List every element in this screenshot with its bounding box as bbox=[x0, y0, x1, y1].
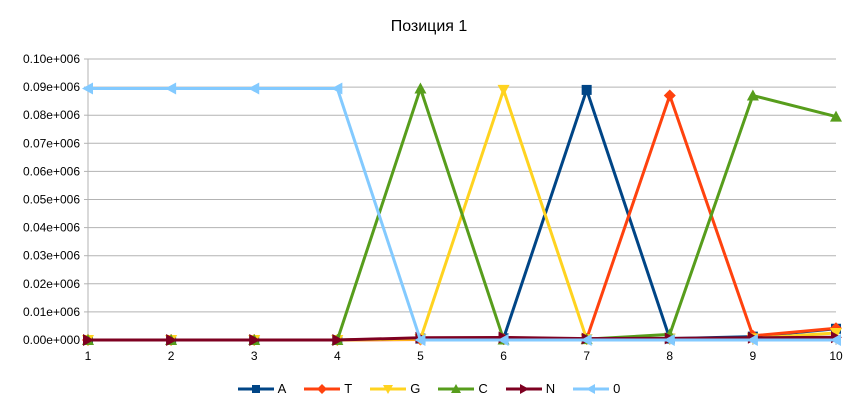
legend-label: G bbox=[410, 381, 421, 396]
data-point bbox=[830, 327, 842, 339]
data-point bbox=[451, 383, 462, 393]
legend-item: A bbox=[237, 381, 287, 396]
x-tick-label: 7 bbox=[583, 349, 590, 363]
data-point bbox=[830, 334, 841, 346]
data-point bbox=[383, 384, 394, 394]
legend: A T G C N 0 bbox=[0, 381, 858, 396]
x-tick-label: 9 bbox=[750, 349, 757, 363]
legend-swatch bbox=[370, 384, 407, 394]
x-tick-label: 6 bbox=[500, 349, 507, 363]
gridlines bbox=[88, 58, 836, 341]
y-tick-labels: 0.00e+000 0.01e+006 0.02e+006 0.03e+006 0.04… bbox=[23, 52, 80, 347]
y-tick-label: 0.00e+000 bbox=[23, 333, 80, 347]
legend-label: T bbox=[344, 381, 353, 396]
y-tick-label: 0.02e+006 bbox=[23, 277, 80, 291]
data-point bbox=[82, 82, 93, 95]
data-point bbox=[414, 334, 426, 346]
data-point bbox=[332, 334, 344, 346]
legend-swatch bbox=[505, 383, 542, 394]
legend-item: T bbox=[304, 381, 352, 396]
legend-item: G bbox=[370, 381, 420, 396]
series-0 bbox=[82, 82, 841, 346]
data-point bbox=[830, 110, 842, 122]
legend-item: 0 bbox=[573, 381, 620, 396]
series-line bbox=[88, 87, 837, 342]
data-point bbox=[166, 334, 178, 346]
series-lines bbox=[82, 82, 842, 346]
y-tick-label: 0.07e+006 bbox=[23, 136, 80, 150]
y-tick-label: 0.05e+006 bbox=[23, 193, 80, 207]
y-tick-label: 0.01e+006 bbox=[23, 305, 80, 319]
x-tick-label: 5 bbox=[417, 349, 424, 363]
y-tick-label: 0.10e+006 bbox=[23, 52, 80, 66]
legend-label: 0 bbox=[613, 381, 621, 396]
legend-swatch bbox=[304, 383, 341, 394]
axes bbox=[84, 58, 837, 345]
x-tick-label: 2 bbox=[168, 349, 175, 363]
legend-label: C bbox=[478, 381, 488, 396]
data-point bbox=[746, 334, 758, 346]
x-tick-label: 8 bbox=[666, 349, 673, 363]
legend-swatch bbox=[438, 383, 475, 393]
data-point bbox=[581, 84, 592, 95]
y-tick-label: 0.04e+006 bbox=[23, 221, 80, 235]
y-tick-label: 0.09e+006 bbox=[23, 80, 80, 94]
data-point bbox=[497, 84, 510, 96]
data-point bbox=[331, 82, 343, 95]
y-tick-label: 0.06e+006 bbox=[23, 164, 80, 178]
legend-swatch bbox=[573, 383, 610, 394]
data-point bbox=[746, 89, 759, 101]
data-point bbox=[586, 383, 596, 394]
data-point bbox=[249, 334, 261, 346]
legend-item: N bbox=[505, 381, 556, 396]
chart-title: Позиция 1 bbox=[390, 18, 468, 35]
y-tick-label: 0.08e+006 bbox=[23, 108, 80, 122]
data-point bbox=[497, 334, 509, 346]
legend-item: C bbox=[438, 381, 488, 396]
x-tick-label: 10 bbox=[829, 349, 843, 363]
legend-swatch bbox=[237, 384, 274, 393]
data-point bbox=[414, 82, 427, 94]
data-point bbox=[663, 334, 675, 346]
series-C bbox=[82, 82, 842, 345]
legend-label: A bbox=[277, 381, 287, 396]
data-point bbox=[663, 89, 676, 102]
data-point bbox=[248, 82, 260, 95]
legend-label: N bbox=[545, 381, 556, 396]
data-point bbox=[251, 384, 260, 393]
x-tick-label: 1 bbox=[85, 349, 92, 363]
data-point bbox=[580, 334, 592, 346]
data-point bbox=[83, 334, 94, 346]
x-tick-label: 4 bbox=[334, 349, 341, 363]
data-point bbox=[519, 383, 529, 394]
y-tick-label: 0.03e+006 bbox=[23, 249, 80, 263]
x-tick-labels: 1 2 3 4 5 6 7 8 9 10 bbox=[85, 349, 843, 363]
data-point bbox=[317, 383, 328, 394]
series-line bbox=[88, 87, 836, 342]
series-line bbox=[88, 335, 837, 342]
data-point bbox=[165, 82, 177, 95]
x-tick-label: 3 bbox=[251, 349, 258, 363]
